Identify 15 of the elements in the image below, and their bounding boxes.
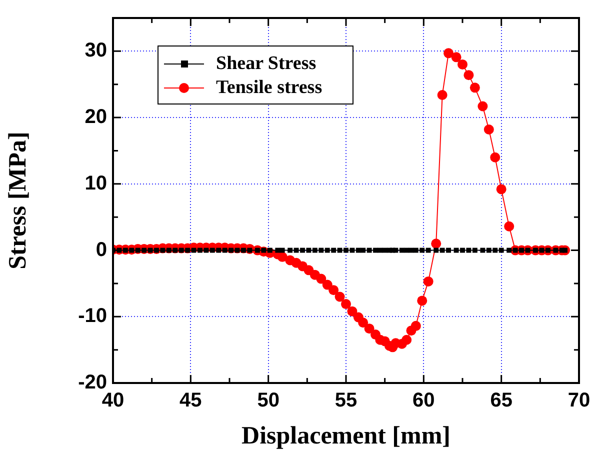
y-tick-label: 0 [96,238,107,261]
x-tick-label: 55 [334,390,358,412]
y-tick-label: 20 [84,106,107,128]
x-tick-label: 65 [490,390,512,412]
x-tick-label: 50 [257,390,280,412]
y-tick-label: -10 [78,305,107,328]
x-axis-title: Displacement [mm] [242,422,450,450]
y-tick-label: 10 [84,172,107,194]
x-tick-label: 60 [412,390,435,412]
y-axis-title: Stress [MPa] [4,132,32,270]
legend-label: Tensile stress [216,76,322,98]
x-tick-label: 45 [180,390,202,412]
legend-label: Shear Stress [216,52,316,74]
x-tick-label: 70 [568,390,590,412]
y-tick-label: 30 [84,40,107,62]
